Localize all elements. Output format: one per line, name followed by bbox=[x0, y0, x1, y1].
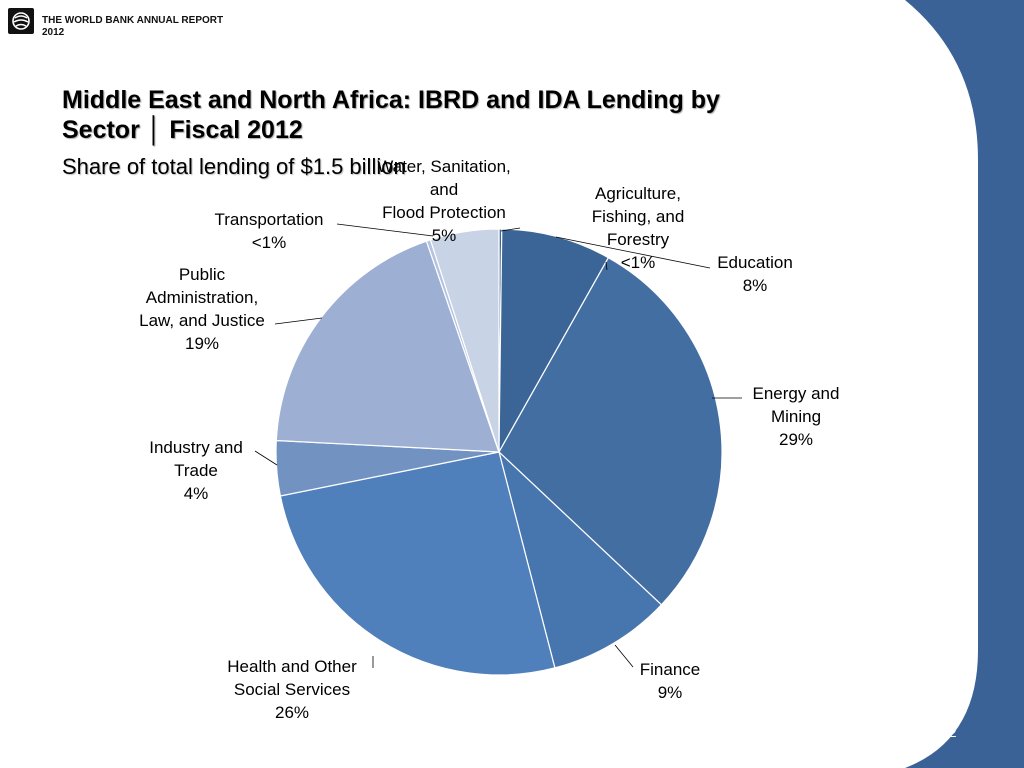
leader-line bbox=[274, 317, 323, 325]
leader-line bbox=[605, 261, 608, 271]
pie-slice-finance bbox=[497, 450, 663, 669]
data-label-line: 9% bbox=[658, 683, 683, 702]
slide-title-line2: Sector │ Fiscal 2012 bbox=[62, 116, 303, 144]
leader-line bbox=[336, 223, 434, 237]
pie-slice-health-and-other-social-services bbox=[279, 451, 556, 676]
data-label-line: and bbox=[430, 180, 458, 199]
data-label-line: Law, and Justice bbox=[139, 311, 265, 330]
data-label-line: Water, Sanitation, bbox=[377, 157, 511, 176]
report-title-line2: 2012 bbox=[42, 27, 65, 38]
data-label-line: <1% bbox=[252, 233, 287, 252]
data-label-line: Finance bbox=[640, 660, 700, 679]
data-label-line: Transportation bbox=[215, 210, 324, 229]
pie-slice-education bbox=[498, 228, 610, 453]
data-label: Health and Other Social Services 26% bbox=[227, 657, 357, 722]
data-label-line: Fishing, and bbox=[592, 207, 685, 226]
report-title-line1: THE WORLD BANK ANNUAL REPORT bbox=[42, 15, 224, 26]
report-header: THE WORLD BANK ANNUAL REPORT 2012 bbox=[8, 8, 223, 38]
page-number: 32 bbox=[942, 725, 957, 740]
data-label-line: Administration, bbox=[146, 288, 258, 307]
data-label-line: Forestry bbox=[607, 230, 670, 249]
data-label-line: 8% bbox=[743, 276, 768, 295]
data-label-line: Public bbox=[179, 265, 226, 284]
data-label-line: Mining bbox=[771, 407, 821, 426]
data-label-line: Trade bbox=[174, 461, 218, 480]
leader-line bbox=[555, 236, 711, 269]
data-label-line: Industry and bbox=[149, 438, 243, 457]
data-label-line: Social Services bbox=[234, 680, 350, 699]
world-bank-logo-icon bbox=[8, 8, 34, 34]
data-label-line: 5% bbox=[432, 226, 457, 245]
data-label-line: 26% bbox=[275, 703, 309, 722]
data-label-line: 19% bbox=[185, 334, 219, 353]
data-label-line: Energy and bbox=[753, 384, 840, 403]
data-label-line: Agriculture, bbox=[595, 184, 681, 203]
data-label-line: Flood Protection bbox=[382, 203, 506, 222]
data-label-line: 4% bbox=[184, 484, 209, 503]
data-label: Industry and Trade 4% bbox=[149, 438, 243, 503]
slide-title: Middle East and North Africa: IBRD and I… bbox=[62, 85, 862, 145]
leader-line bbox=[500, 227, 521, 232]
slide-title-line1: Middle East and North Africa: IBRD and I… bbox=[62, 86, 720, 114]
data-label-line: 29% bbox=[779, 430, 813, 449]
data-label: Finance 9% bbox=[640, 660, 700, 702]
data-label: Transportation <1% bbox=[215, 210, 324, 252]
data-label-line: Education bbox=[717, 253, 793, 272]
data-label: Public Administration, Law, and Justice 19% bbox=[139, 265, 265, 353]
leader-line bbox=[254, 450, 278, 466]
slide-subtitle: Share of total lending of $1.5 billion bbox=[62, 154, 406, 179]
data-label: Energy and Mining 29% bbox=[753, 384, 840, 449]
data-label: Education 8% bbox=[717, 253, 793, 295]
leader-line bbox=[614, 644, 634, 668]
data-label: Water, Sanitation, and Flood Protection 5% bbox=[377, 157, 511, 245]
pie-slice-energy-and-mining bbox=[498, 256, 723, 606]
data-label: Agriculture, Fishing, and Forestry <1% bbox=[592, 184, 685, 272]
data-label-line: Health and Other bbox=[227, 657, 357, 676]
data-label-line: <1% bbox=[621, 253, 656, 272]
pie-slice-water-sanitation-and-flood-protection bbox=[429, 228, 500, 453]
report-title: THE WORLD BANK ANNUAL REPORT 2012 bbox=[42, 8, 223, 39]
